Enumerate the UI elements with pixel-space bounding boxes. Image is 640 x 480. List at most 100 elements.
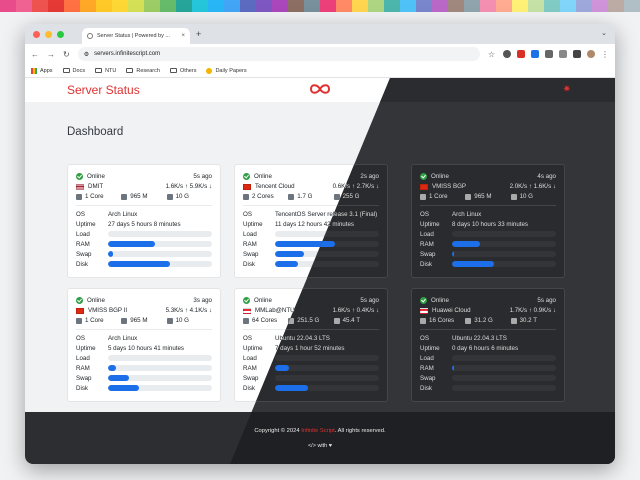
disk-icon	[166, 193, 173, 200]
cpu-cores: 1 Core	[85, 317, 104, 324]
close-window-button[interactable]	[33, 30, 40, 38]
memory-total: 1.7 G	[297, 193, 313, 200]
status-online-icon	[76, 296, 83, 304]
tab-close-icon[interactable]: ×	[181, 33, 185, 39]
site-info-icon[interactable]: ⚙	[83, 51, 90, 58]
menu-dots-icon[interactable]: ⋮	[601, 49, 609, 59]
back-icon[interactable]: ←	[31, 49, 39, 59]
bookmark-daily-papers[interactable]: Daily Papers	[206, 67, 247, 74]
bookmark-others[interactable]: Others	[169, 68, 196, 74]
tab-search-icon[interactable]: ⌄	[601, 30, 607, 37]
cpu-cores: 1 Core	[85, 193, 104, 200]
browser-window: Server Status | Powered by ... × + ⌄ ← →…	[25, 24, 615, 464]
ram-label: RAM	[243, 364, 257, 372]
footer-brand-link[interactable]: Infinite Script	[301, 428, 335, 434]
ram-label: RAM	[243, 240, 257, 248]
color-swatch	[496, 0, 512, 12]
extension-icon-1[interactable]	[503, 50, 511, 58]
uptime-label: Uptime	[76, 220, 96, 228]
last-updated: 5s ago	[360, 296, 379, 304]
extensions: ⋮	[503, 50, 609, 59]
memory-icon	[465, 317, 472, 324]
folder-icon	[62, 68, 70, 73]
status-text: Online	[431, 296, 449, 304]
status-text: Online	[254, 172, 272, 180]
color-swatch	[240, 0, 256, 12]
bookmark-docs[interactable]: Docs	[62, 68, 85, 74]
color-swatch	[48, 0, 64, 12]
load-label: Load	[420, 354, 434, 362]
last-updated: 3s ago	[193, 296, 212, 304]
uptime-value: 8 days 10 hours 33 minutes	[452, 220, 529, 228]
ram-label: RAM	[76, 240, 90, 248]
color-swatch	[528, 0, 544, 12]
disk-total: 30.2 T	[519, 317, 537, 324]
country-flag-icon	[76, 184, 84, 190]
browser-tab[interactable]: Server Status | Powered by ... ×	[82, 28, 190, 44]
disk-total: 255 G	[342, 193, 360, 200]
bookmark-star-icon[interactable]: ☆	[487, 49, 495, 59]
color-swatch	[400, 0, 416, 12]
bookmark-apps[interactable]: Apps	[31, 67, 53, 74]
swap-label: Swap	[243, 374, 259, 382]
gear-icon[interactable]: ✷	[562, 84, 571, 95]
sidepanel-icon[interactable]	[573, 50, 581, 58]
load-bar	[108, 355, 212, 361]
color-swatch	[32, 0, 48, 12]
extensions-puzzle-icon[interactable]	[559, 50, 567, 58]
extension-icon-2[interactable]	[531, 50, 539, 58]
cpu-cores: 1 Core	[429, 193, 448, 200]
minimize-window-button[interactable]	[45, 30, 52, 38]
infinity-icon	[309, 84, 331, 94]
extension-icon-3[interactable]	[545, 50, 553, 58]
color-swatch	[448, 0, 464, 12]
memory-total: 965 M	[130, 317, 148, 324]
copyright-text: Copyright © 2024 Infinite Script. All ri…	[254, 428, 386, 434]
maximize-window-button[interactable]	[57, 30, 64, 38]
color-swatch	[608, 0, 624, 12]
bookmark-ntu[interactable]: NTU	[95, 68, 116, 74]
uptime-label: Uptime	[76, 344, 96, 352]
memory-icon	[121, 317, 128, 324]
server-name: Tencent Cloud	[255, 183, 295, 191]
last-updated: 2s ago	[360, 172, 379, 180]
address-bar[interactable]: ⚙ servers.infinitescript.com	[77, 47, 480, 61]
new-tab-button[interactable]: +	[196, 29, 202, 39]
status-online-icon	[243, 296, 250, 304]
swap-bar	[452, 251, 556, 257]
forward-icon[interactable]: →	[47, 49, 55, 59]
swap-bar	[108, 251, 212, 257]
disk-icon	[333, 193, 340, 200]
gmail-extension-icon[interactable]	[517, 50, 525, 58]
country-flag-icon	[243, 184, 251, 190]
tab-favicon-icon	[87, 33, 93, 39]
window-controls	[33, 30, 64, 38]
uptime-value: 7 days 1 hour 52 minutes	[275, 344, 345, 352]
os-label: OS	[243, 210, 252, 218]
load-label: Load	[76, 354, 90, 362]
server-card: Online 4s ago VMISS BGP 2.0K/s ↑ 1.6K/s …	[411, 164, 565, 278]
profile-avatar[interactable]	[587, 50, 595, 58]
load-label: Load	[243, 354, 257, 362]
disk-label: Disk	[243, 260, 256, 268]
reload-icon[interactable]: ↻	[63, 49, 70, 59]
status-online-icon	[420, 172, 427, 180]
swap-label: Swap	[420, 250, 436, 258]
color-swatch	[96, 0, 112, 12]
disk-bar	[452, 385, 556, 391]
ram-bar	[108, 241, 212, 247]
status-online-icon	[76, 172, 83, 180]
bookmark-research[interactable]: Research	[126, 68, 160, 74]
cpu-icon	[243, 193, 249, 200]
server-name: VMISS BGP II	[88, 307, 128, 315]
color-swatch	[432, 0, 448, 12]
server-card: Online 5s ago DMIT 1.6K/s ↑ 5.9K/s ↓ 1 C…	[67, 164, 221, 278]
disk-total: 10 G	[519, 193, 533, 200]
cpu-icon	[243, 317, 249, 324]
load-bar	[275, 355, 379, 361]
cpu-icon	[420, 317, 426, 324]
country-flag-icon	[243, 308, 251, 314]
site-brand[interactable]: Server Status	[67, 83, 140, 97]
heart-icon: ♥	[328, 443, 333, 449]
country-flag-icon	[76, 308, 84, 314]
